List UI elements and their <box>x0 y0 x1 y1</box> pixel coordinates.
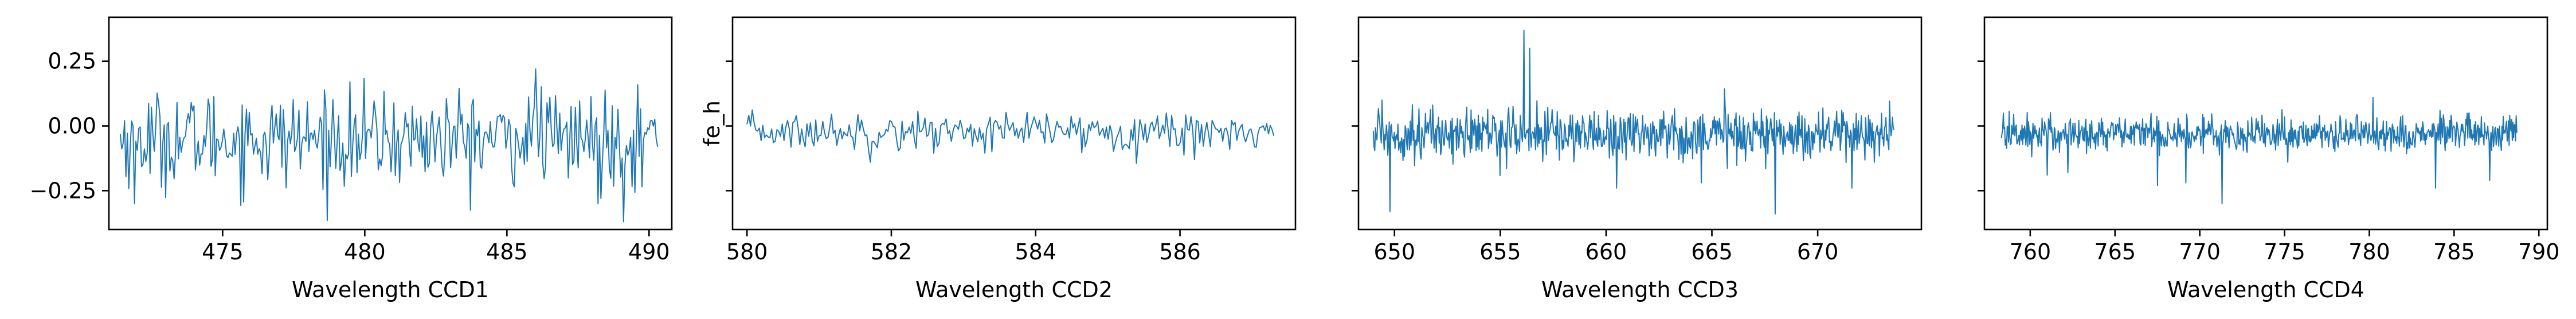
panel-ccd1: 475 480 485 490 0.25 0.00 −0.25 Wavelength CC… <box>30 16 673 302</box>
series-line-1 <box>119 68 659 223</box>
x-axis-label-ccd4: Wavelength CCD4 <box>2167 277 2364 302</box>
x-ticks-ccd3: 650 655 660 665 670 <box>1373 229 1838 264</box>
x-axis-label-ccd3: Wavelength CCD3 <box>1541 277 1739 302</box>
x-tick-label: 485 <box>486 239 528 264</box>
y-tick-label: −0.25 <box>30 178 96 203</box>
x-ticks-ccd2: 580 582 584 586 <box>726 229 1201 264</box>
x-tick-label: 775 <box>2264 239 2305 264</box>
x-ticks-ccd4: 760 765 770 775 780 785 790 <box>2010 229 2560 264</box>
series-line-2 <box>746 109 1275 164</box>
x-tick-label: 650 <box>1373 239 1415 264</box>
x-tick-label: 770 <box>2179 239 2221 264</box>
x-tick-label: 765 <box>2094 239 2136 264</box>
y-axis-label-ccd2: fe_h <box>699 100 725 146</box>
y-ticks-ccd4 <box>1978 60 1984 192</box>
x-tick-label: 790 <box>2518 239 2560 264</box>
axes-frame-ccd1 <box>108 16 673 231</box>
x-tick-label: 490 <box>628 239 670 264</box>
x-tick-label: 670 <box>1797 239 1839 264</box>
x-tick-label: 660 <box>1585 239 1627 264</box>
spectrum-ccd2 <box>746 109 1275 164</box>
x-ticks-ccd1: 475 480 485 490 <box>202 229 670 264</box>
x-axis-label-ccd2: Wavelength CCD2 <box>915 277 1113 302</box>
axes-frame-ccd4 <box>1983 16 2548 231</box>
spectrum-ccd1 <box>119 68 659 223</box>
y-ticks-ccd1: 0.25 0.00 −0.25 <box>30 49 109 203</box>
panel-ccd2: 580 582 584 586 Wavelength CCD2 fe_h <box>699 16 1297 302</box>
x-tick-label: 760 <box>2010 239 2052 264</box>
x-tick-label: 480 <box>344 239 386 264</box>
panel-ccd4: 760 765 770 775 780 785 790 Wavelength CCD4 <box>1978 16 2560 302</box>
x-tick-label: 785 <box>2433 239 2475 264</box>
y-tick-label: 0.00 <box>48 114 96 139</box>
y-ticks-ccd2 <box>726 60 733 192</box>
axes-frame-ccd3 <box>1357 16 1923 231</box>
y-tick-label: 0.25 <box>48 49 96 74</box>
x-axis-label-ccd1: Wavelength CCD1 <box>292 277 489 302</box>
series-line-3 <box>1372 29 1894 215</box>
spectrum-ccd4 <box>2000 96 2518 204</box>
spectrum-ccd3 <box>1372 29 1894 215</box>
x-tick-label: 665 <box>1691 239 1733 264</box>
x-tick-label: 780 <box>2348 239 2390 264</box>
axes-frame-ccd2 <box>731 16 1297 231</box>
panel-ccd3: 650 655 660 665 670 Wavelength CCD3 <box>1352 16 1923 302</box>
x-tick-label: 655 <box>1479 239 1521 264</box>
series-line-4 <box>2000 96 2518 204</box>
x-tick-label: 475 <box>202 239 244 264</box>
x-tick-label: 580 <box>726 239 768 264</box>
x-tick-label: 584 <box>1015 239 1057 264</box>
x-tick-label: 586 <box>1159 239 1201 264</box>
x-tick-label: 582 <box>871 239 913 264</box>
y-ticks-ccd3 <box>1352 60 1359 192</box>
